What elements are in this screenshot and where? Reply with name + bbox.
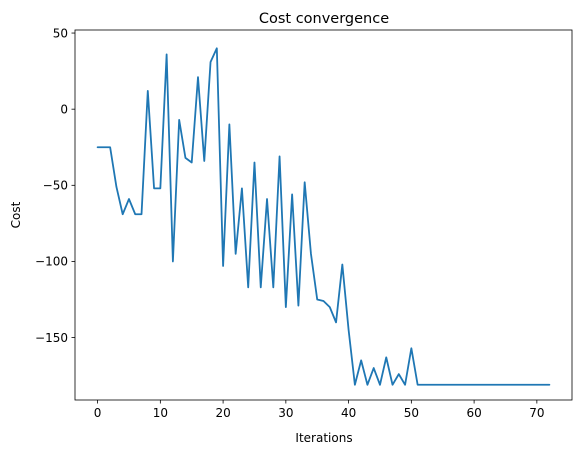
y-tick-label: −150 [35, 331, 68, 345]
x-tick-label: 60 [466, 406, 481, 420]
x-tick-label: 0 [94, 406, 102, 420]
x-tick-label: 10 [153, 406, 168, 420]
y-tick-label: 50 [53, 26, 68, 40]
plot-area [96, 47, 551, 386]
y-tick-label: −50 [43, 179, 68, 193]
series-line-0 [96, 47, 551, 386]
x-tick-label: 50 [404, 406, 419, 420]
y-axis-label: Cost [9, 201, 23, 228]
x-axis-label: Iterations [295, 431, 352, 445]
x-tick-label: 30 [278, 406, 293, 420]
y-tick-label: 0 [60, 102, 68, 116]
chart-title: Cost convergence [259, 11, 389, 27]
y-tick-label: −100 [35, 255, 68, 269]
x-tick-label: 20 [215, 406, 230, 420]
axes-ticks: 0 10 20 30 40 50 60 70 −150 −100 −50 0 50 [35, 26, 544, 420]
x-tick-label: 40 [341, 406, 356, 420]
axes-frame [74, 29, 573, 401]
x-tick-label: 70 [529, 406, 544, 420]
